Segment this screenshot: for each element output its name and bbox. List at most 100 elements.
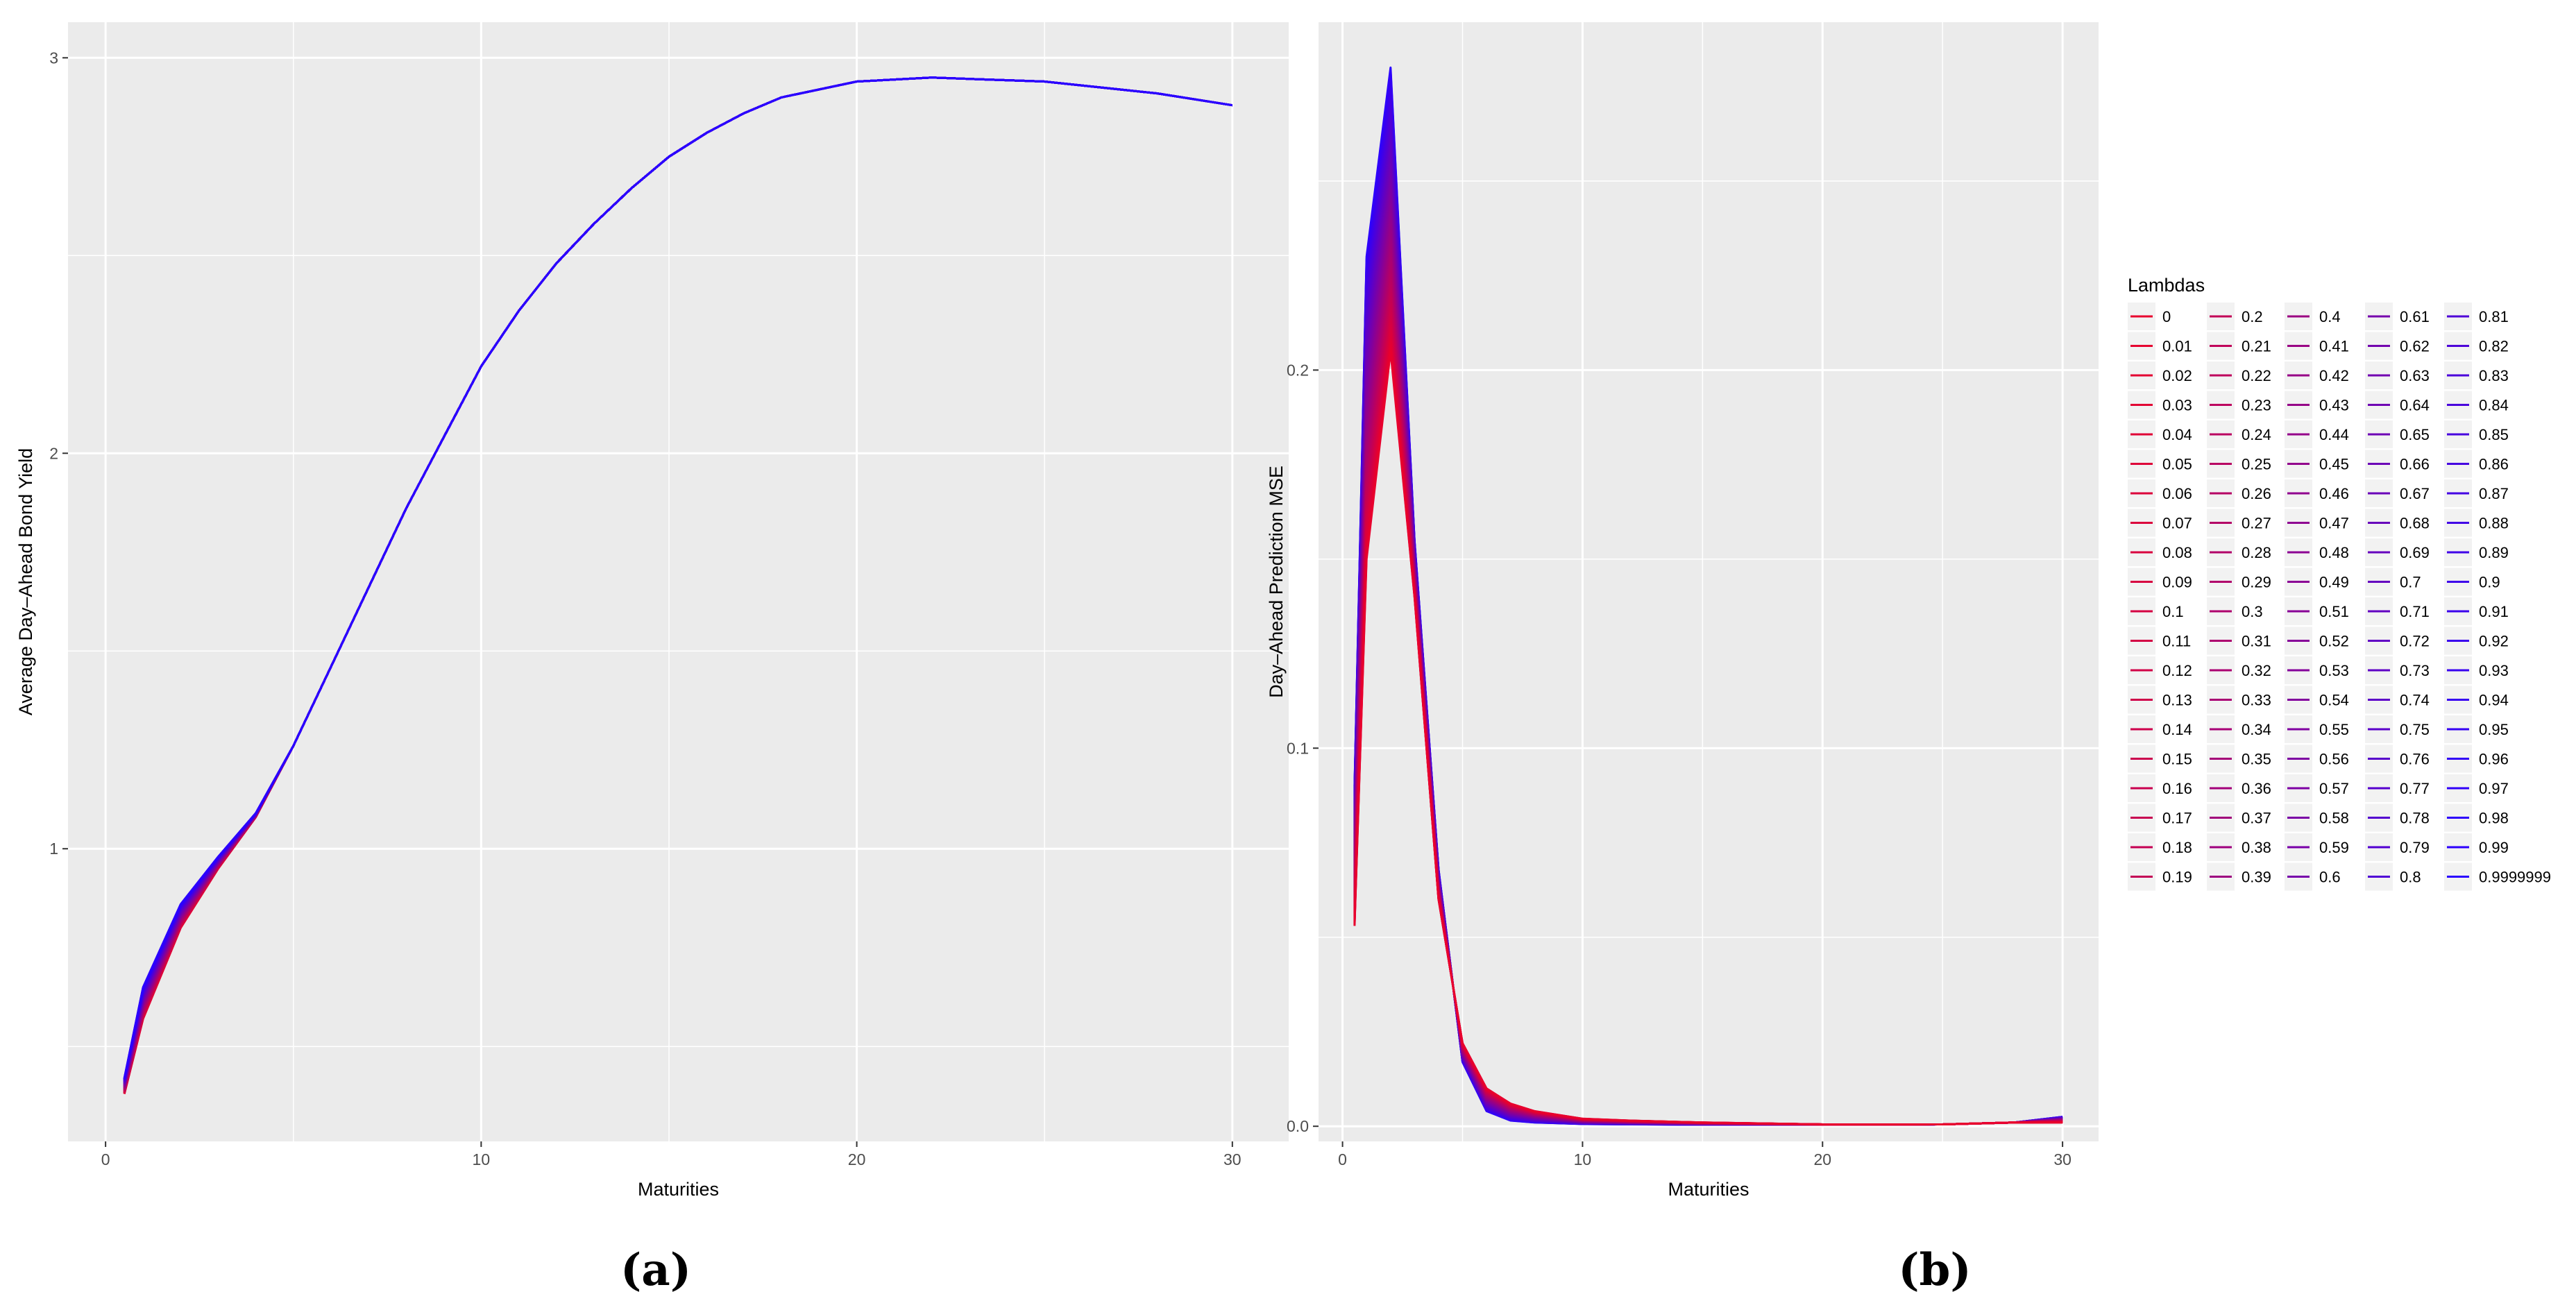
panel-a-gridlines: [68, 22, 1289, 1141]
legend-label: 0.6: [2319, 869, 2341, 886]
y-tick-label: 2: [49, 444, 58, 462]
legend-label: 0.7: [2400, 574, 2421, 591]
legend-label: 0.97: [2479, 780, 2509, 797]
legend-label: 0.02: [2162, 367, 2192, 384]
legend-label: 0.42: [2319, 367, 2349, 384]
legend-label: 0.03: [2162, 397, 2192, 414]
legend-label: 0.51: [2319, 603, 2349, 620]
legend-label: 0.96: [2479, 751, 2509, 768]
panel-b-gridlines: [1319, 22, 2099, 1141]
legend-label: 0.68: [2400, 515, 2430, 532]
legend-label: 0.81: [2479, 308, 2509, 325]
legend-label: 0.22: [2242, 367, 2271, 384]
legend-label: 0.75: [2400, 721, 2430, 738]
legend-label: 0.37: [2242, 810, 2271, 827]
legend-label: 0.2: [2242, 308, 2263, 325]
panel-b-y-axis-title: Day–Ahead Prediction MSE: [1266, 466, 1287, 698]
legend-label: 0.89: [2479, 544, 2509, 561]
legend-label: 0.86: [2479, 456, 2509, 473]
lambda-series-line: [123, 76, 1233, 1079]
legend-label: 0.57: [2319, 780, 2349, 797]
legend-label: 0.33: [2242, 692, 2271, 709]
legend-label: 0.38: [2242, 839, 2271, 856]
legend-label: 0.56: [2319, 751, 2349, 768]
legend-label: 0.91: [2479, 603, 2509, 620]
x-tick-label: 20: [1813, 1150, 1831, 1168]
legend-label: 0.88: [2479, 515, 2509, 532]
legend-label: 0.07: [2162, 515, 2192, 532]
legend-label: 0.61: [2400, 308, 2430, 325]
lambda-series-line: [1353, 350, 2063, 1125]
legend-label: 0.47: [2319, 515, 2349, 532]
legend-label: 0.4: [2319, 308, 2341, 325]
legend-label: 0.29: [2242, 574, 2271, 591]
legend-label: 0.48: [2319, 544, 2349, 561]
legend-label: 0.94: [2479, 692, 2509, 709]
panel-a-y-axis-title: Average Day–Ahead Bond Yield: [15, 448, 36, 715]
legend-label: 0.71: [2400, 603, 2430, 620]
legend-label: 0.64: [2400, 397, 2430, 414]
legend-label: 0.55: [2319, 721, 2349, 738]
x-tick-label: 30: [1223, 1150, 1242, 1168]
legend-label: 0.16: [2162, 780, 2192, 797]
legend-label: 0.58: [2319, 810, 2349, 827]
legend-title: Lambdas: [2128, 275, 2205, 296]
legend-label: 0.63: [2400, 367, 2430, 384]
legend-label: 0.49: [2319, 574, 2349, 591]
legend-label: 0.76: [2400, 751, 2430, 768]
y-tick-label: 0.2: [1287, 361, 1309, 379]
legend-label: 0.11: [2162, 633, 2191, 650]
legend-label: 0.83: [2479, 367, 2509, 384]
legend-label: 0.8: [2400, 869, 2421, 886]
legend-label: 0.98: [2479, 810, 2509, 827]
y-tick-label: 1: [49, 840, 58, 858]
legend-label: 0.73: [2400, 662, 2430, 679]
legend-label: 0.21: [2242, 338, 2271, 355]
legend-label: 0.92: [2479, 633, 2509, 650]
legend-label: 0.78: [2400, 810, 2430, 827]
legend-label: 0.46: [2319, 485, 2349, 502]
legend-label: 0.06: [2162, 485, 2192, 502]
legend-label: 0.85: [2479, 426, 2509, 443]
legend-label: 0.18: [2162, 839, 2192, 856]
legend-label: 0.53: [2319, 662, 2349, 679]
legend-label: 0.27: [2242, 515, 2271, 532]
x-tick-label: 20: [848, 1150, 866, 1168]
legend-label: 0.26: [2242, 485, 2271, 502]
legend-label: 0.36: [2242, 780, 2271, 797]
legend-label: 0.95: [2479, 721, 2509, 738]
legend-label: 0.15: [2162, 751, 2192, 768]
legend-label: 0.99: [2479, 839, 2509, 856]
legend-label: 0.84: [2479, 397, 2509, 414]
legend-label: 0.25: [2242, 456, 2271, 473]
panel-a-plot-background: [68, 22, 1289, 1141]
x-tick-label: 0: [1338, 1150, 1347, 1168]
y-tick-label: 0.1: [1287, 739, 1309, 757]
panel-b-plot-background: [1319, 22, 2099, 1141]
x-tick-label: 30: [2053, 1150, 2071, 1168]
legend-label: 0.23: [2242, 397, 2271, 414]
legend-label: 0.1: [2162, 603, 2184, 620]
legend-label: 0.9: [2479, 574, 2500, 591]
panel-a-axis-ticks: 0 10 20 30 1 2 3: [49, 49, 1241, 1168]
y-tick-label: 3: [49, 49, 58, 67]
legend-label: 0.69: [2400, 544, 2430, 561]
panel-a-yield-chart: 0 10 20 30 1 2 3 Maturities Average Day–Ahead …: [15, 22, 1289, 1296]
legend-label: 0.82: [2479, 338, 2509, 355]
legend-label: 0.79: [2400, 839, 2430, 856]
legend-label: 0.9999999: [2479, 869, 2551, 886]
legend-label: 0.19: [2162, 869, 2192, 886]
legend-label: 0.45: [2319, 456, 2349, 473]
legend-label: 0.87: [2479, 485, 2509, 502]
legend-label: 0.54: [2319, 692, 2349, 709]
panel-a-caption-label: (a): [620, 1244, 691, 1296]
legend-label: 0.28: [2242, 544, 2271, 561]
legend-label: 0.72: [2400, 633, 2430, 650]
legend-label: 0.09: [2162, 574, 2192, 591]
legend-label: 0.62: [2400, 338, 2430, 355]
legend-label: 0.12: [2162, 662, 2192, 679]
legend-label: 0.41: [2319, 338, 2349, 355]
legend-label: 0.67: [2400, 485, 2430, 502]
legend-label: 0.24: [2242, 426, 2271, 443]
legend-label: 0.01: [2162, 338, 2192, 355]
